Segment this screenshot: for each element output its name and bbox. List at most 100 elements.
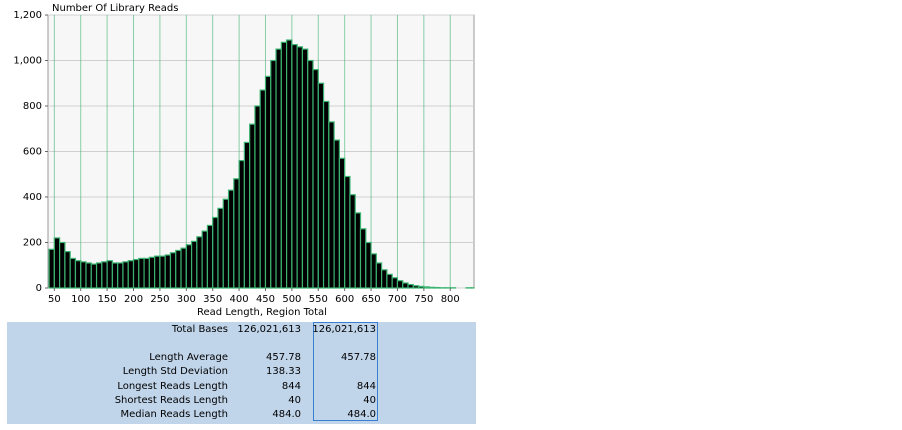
cell-value: 457.78 (341, 352, 376, 363)
bar (149, 257, 154, 288)
bar (387, 274, 392, 288)
bar (234, 179, 239, 288)
bar (123, 262, 128, 288)
bar (160, 256, 165, 288)
bar (134, 260, 139, 288)
y-tick-label: 1,000 (13, 56, 42, 67)
bar (392, 278, 397, 288)
y-tick-label: 600 (23, 147, 42, 158)
x-axis-label: Read Length, Region Total (197, 307, 327, 318)
x-tick-label: 400 (230, 294, 249, 305)
bar (229, 190, 234, 288)
bar (197, 237, 202, 288)
cell-value: 126,021,613 (237, 324, 301, 335)
row-label: Longest Reads Length (117, 381, 228, 392)
row-label: Total Bases (171, 324, 228, 335)
bar (313, 70, 318, 288)
bar (361, 229, 366, 288)
x-tick-label: 500 (282, 294, 301, 305)
bar (244, 142, 249, 288)
bar (192, 241, 197, 288)
bar (70, 258, 75, 288)
row-label: Median Reads Length (120, 409, 228, 420)
x-tick-label: 600 (335, 294, 354, 305)
x-tick-label: 200 (124, 294, 143, 305)
x-tick-label: 550 (309, 294, 328, 305)
bar (207, 225, 212, 288)
y-tick-label: 800 (23, 101, 42, 112)
stats-panel (7, 322, 476, 424)
bar (366, 243, 371, 289)
x-tick-label: 250 (150, 294, 169, 305)
x-tick-label: 450 (256, 294, 275, 305)
bar (250, 124, 255, 288)
bar (382, 270, 387, 288)
bar (429, 287, 434, 288)
bar (271, 61, 276, 289)
x-tick-label: 150 (98, 294, 117, 305)
bar (287, 40, 292, 288)
bar (65, 252, 70, 288)
bar (260, 90, 265, 288)
bar (345, 177, 350, 288)
bar (107, 261, 112, 288)
bar (339, 158, 344, 288)
bar (350, 195, 355, 288)
bar (213, 217, 218, 288)
cell-value: 844 (282, 381, 301, 392)
y-tick-label: 400 (23, 192, 42, 203)
y-axis-label: Number Of Library Reads (52, 3, 178, 14)
row-label: Length Average (149, 352, 228, 363)
x-tick-label: 750 (414, 294, 433, 305)
bar (239, 161, 244, 288)
x-tick-label: 50 (48, 294, 61, 305)
bar (165, 255, 170, 288)
x-tick-label: 800 (441, 294, 460, 305)
x-tick-label: 100 (71, 294, 90, 305)
bar (419, 286, 424, 288)
bar (75, 261, 80, 288)
bar (403, 283, 408, 288)
bar (54, 238, 59, 288)
bar (355, 213, 360, 288)
bar (139, 258, 144, 288)
x-tick-label: 700 (388, 294, 407, 305)
bar (397, 281, 402, 288)
bar (292, 45, 297, 288)
bar (318, 83, 323, 288)
cell-value: 457.78 (266, 352, 301, 363)
bar (371, 254, 376, 288)
bar (170, 253, 175, 288)
bar (376, 263, 381, 288)
bar (334, 140, 339, 288)
bar (60, 243, 65, 289)
bar (281, 42, 286, 288)
bar (81, 262, 86, 288)
bar (297, 47, 302, 288)
cell-value: 484.0 (272, 409, 301, 420)
bar (144, 258, 149, 288)
cell-value: 126,021,613 (312, 324, 376, 335)
x-tick-label: 300 (177, 294, 196, 305)
bar (413, 286, 418, 288)
y-tick-label: 0 (36, 283, 42, 294)
cell-value: 138.33 (266, 366, 301, 377)
bar (302, 49, 307, 288)
bar (218, 208, 223, 288)
bar (276, 49, 281, 288)
bar (329, 122, 334, 288)
bar (408, 285, 413, 288)
bar (128, 261, 133, 288)
x-tick-label: 350 (203, 294, 222, 305)
y-tick-label: 200 (23, 238, 42, 249)
bar (112, 263, 117, 288)
bar (102, 262, 107, 288)
bar (424, 287, 429, 288)
bar (118, 263, 123, 288)
bar (86, 263, 91, 288)
x-tick-label: 650 (362, 294, 381, 305)
row-label: Shortest Reads Length (115, 395, 228, 406)
cell-value: 484.0 (347, 409, 376, 420)
bar (91, 264, 96, 288)
